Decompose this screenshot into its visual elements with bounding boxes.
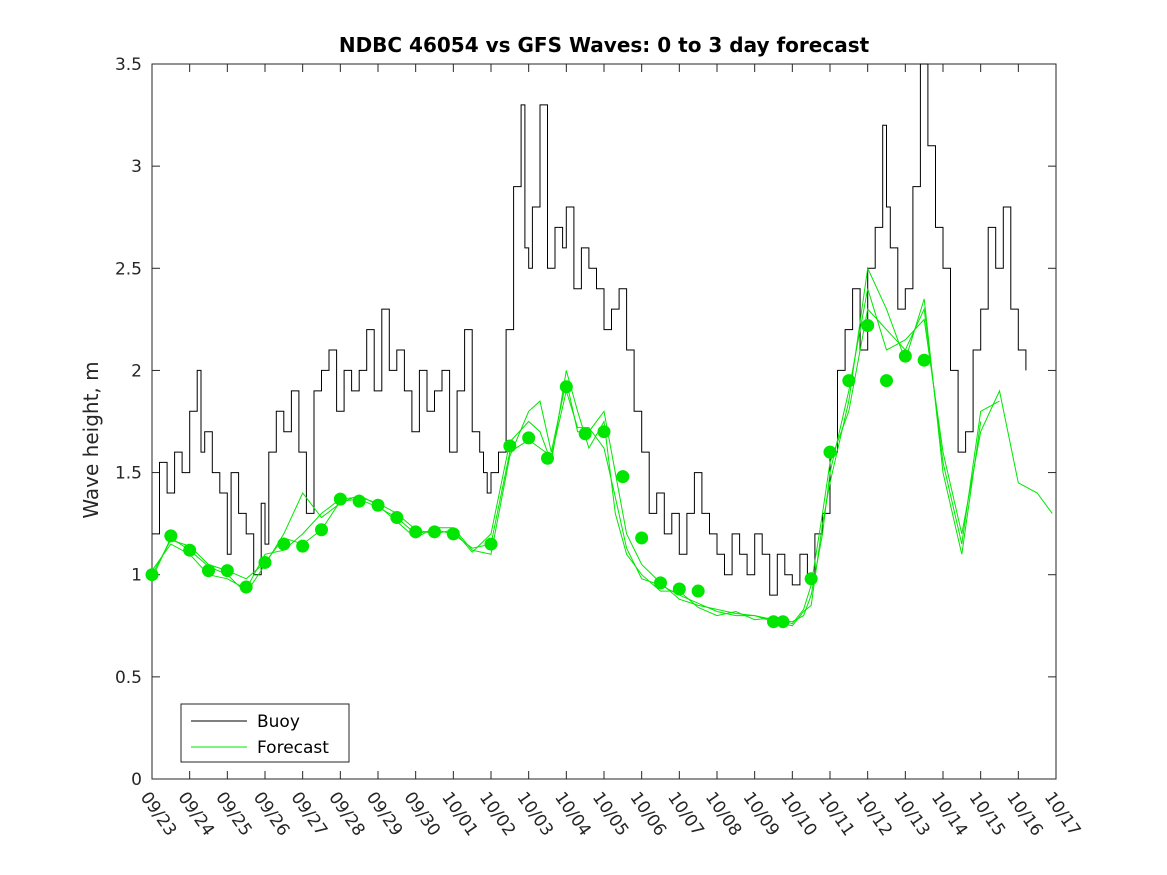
- forecast-marker: [258, 555, 272, 569]
- forecast-marker: [164, 529, 178, 543]
- forecast-marker: [654, 576, 667, 590]
- forecast-marker: [333, 492, 347, 506]
- forecast-marker: [823, 445, 837, 459]
- forecast-marker: [616, 470, 630, 484]
- forecast-marker: [861, 318, 875, 332]
- y-tick-label: 2.5: [115, 259, 142, 279]
- forecast-marker: [409, 525, 423, 539]
- forecast-marker: [522, 431, 536, 445]
- y-tick-label: 0.5: [115, 668, 142, 688]
- forecast-marker: [541, 451, 554, 465]
- legend-buoy-label: Buoy: [257, 712, 300, 732]
- buoy-series-line: [152, 63, 1027, 596]
- forecast-marker: [371, 498, 385, 512]
- y-tick-label: 3: [131, 157, 142, 177]
- forecast-marker: [446, 527, 460, 541]
- forecast-marker: [842, 374, 856, 388]
- forecast-marker: [296, 539, 310, 553]
- forecast-marker: [767, 615, 780, 629]
- forecast-marker: [277, 537, 291, 551]
- forecast-marker: [315, 523, 328, 537]
- forecast-marker: [804, 572, 818, 586]
- forecast-marker: [635, 531, 649, 545]
- forecast-marker: [776, 615, 790, 629]
- forecast-marker: [239, 580, 253, 594]
- plot-area: 00.511.522.533.509/2309/2409/2509/2609/2…: [115, 55, 1084, 840]
- forecast-marker: [183, 543, 197, 557]
- forecast-marker: [145, 568, 159, 582]
- forecast-marker: [898, 349, 912, 363]
- y-axis-label: Wave height, m: [79, 361, 103, 518]
- legend-forecast-label: Forecast: [257, 738, 329, 758]
- y-tick-label: 0: [131, 770, 142, 790]
- forecast-marker: [559, 380, 573, 394]
- forecast-marker: [220, 564, 234, 578]
- chart-title: NDBC 46054 vs GFS Waves: 0 to 3 day fore…: [339, 33, 870, 57]
- forecast-marker: [597, 425, 611, 439]
- y-tick-label: 3.5: [115, 55, 142, 75]
- y-tick-label: 1: [131, 566, 142, 586]
- y-tick-label: 1.5: [115, 464, 142, 484]
- forecast-marker: [352, 494, 366, 508]
- forecast-marker: [691, 584, 705, 598]
- forecast-marker: [503, 439, 517, 453]
- forecast-marker: [672, 582, 686, 596]
- legend-box: [180, 703, 350, 763]
- y-tick-label: 2: [131, 361, 142, 381]
- forecast-marker: [484, 537, 498, 551]
- forecast-marker: [390, 511, 404, 525]
- forecast-marker: [880, 374, 893, 388]
- forecast-marker: [202, 564, 215, 578]
- forecast-marker: [428, 525, 441, 539]
- forecast-marker: [917, 353, 931, 367]
- forecast-marker: [578, 427, 592, 441]
